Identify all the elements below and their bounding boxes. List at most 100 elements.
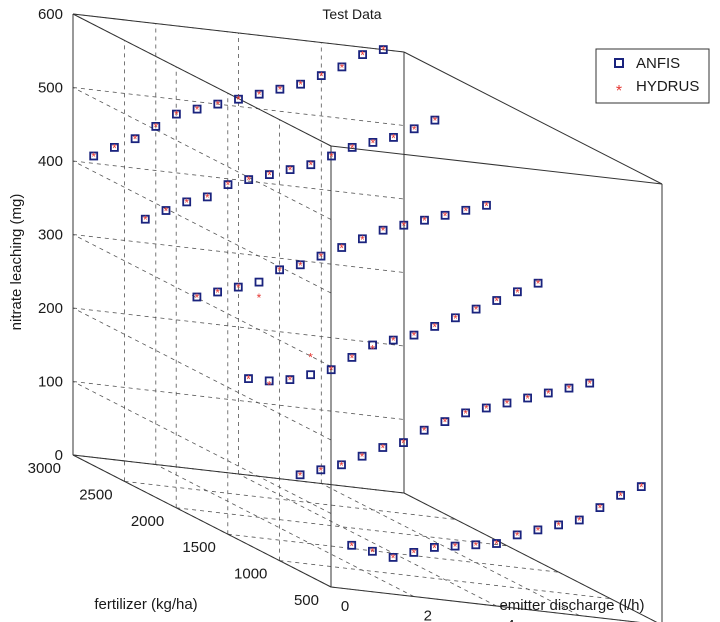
hydrus-point: * [319,70,324,84]
anfis-point [234,94,243,104]
hydrus-point: * [236,93,241,107]
anfis-point [357,451,367,461]
box-edge [72,454,332,588]
anfis-point [306,160,316,170]
hydrus-point: * [494,295,499,309]
anfis-point [192,104,202,114]
anfis-point [429,543,439,552]
hydrus-point: * [453,540,458,554]
x-tick-label: 0 [341,598,349,615]
hydrus-point: * [195,291,200,305]
hydrus-point: * [308,350,313,364]
anfis-point [399,438,408,448]
hydrus-point: * [536,524,541,538]
anfis-point [389,132,398,142]
hydrus-point: * [639,481,644,495]
hydrus-point: * [360,450,365,464]
hydrus-point: * [246,373,251,387]
y-tick-label: 3000 [28,460,61,477]
hydrus-point: * [370,545,375,559]
box-edge [403,51,663,185]
legend-hydrus-marker: * [616,83,622,100]
legend[interactable]: ANFIS * HYDRUS [595,48,710,104]
anfis-point [523,393,532,403]
hydrus-point: * [381,44,386,58]
hydrus-point: * [525,392,530,406]
hydrus-point: * [350,351,355,365]
gridline-z-sidewall [72,381,332,514]
hydrus-point: * [587,377,592,391]
anfis-point [492,539,501,548]
z-tick-label: 0 [55,447,63,464]
hydrus-point: * [463,204,468,218]
anfis-point [471,540,481,550]
hydrus-point: * [474,303,479,317]
anfis-point [337,243,347,252]
gridline-y-floor [124,481,456,520]
hydrus-point: * [153,120,158,134]
hydrus-point: * [412,123,417,137]
box-edge [72,13,332,147]
anfis-point [512,530,522,540]
hydrus-point: * [267,379,272,393]
hydrus-point: * [484,402,489,416]
hydrus-point: * [391,551,396,565]
anfis-point [285,165,295,175]
hydrus-point: * [401,437,406,451]
anfis-point [192,292,202,302]
anfis-point [275,265,285,275]
box-edge [330,586,641,622]
anfis-point [564,383,574,393]
anfis-point [378,443,388,452]
anfis-point [461,408,471,418]
z-tick-label: 400 [38,153,63,170]
y-tick-label: 2000 [131,513,164,530]
hydrus-point: * [380,442,385,456]
hydrus-point: * [515,286,520,300]
hydrus-point: * [349,539,354,553]
anfis-point [316,465,326,475]
anfis-point [471,304,481,314]
hydrus-point: * [546,387,551,401]
anfis-point [161,206,171,215]
anfis-point [306,370,316,380]
hydrus-point: * [215,98,220,112]
hydrus-point: * [236,281,241,295]
hydrus-point: * [350,141,355,155]
anfis-point [223,180,233,190]
box-edge [403,492,658,622]
hydrus-point: * [577,514,582,528]
hydrus-point: * [371,136,376,150]
hydrus-point: * [453,312,458,326]
z-tick-label: 100 [38,374,63,391]
z-tick-label: 500 [38,80,63,97]
anfis-point [367,546,377,556]
hydrus-point: * [133,133,138,147]
x-axis-label: emitter discharge (l/h) [499,597,644,614]
gridline-z-sidewall [72,87,332,220]
hydrus-point: * [618,489,623,503]
hydrus-point: * [391,131,396,145]
y-tick-label: 500 [294,592,319,609]
hydrus-point: * [391,334,396,348]
anfis-point [296,79,306,89]
anfis-point [616,490,625,500]
anfis-point [110,142,119,152]
anfis-point [254,277,264,287]
anfis-point [554,520,563,530]
x-tick-label: 2 [424,608,432,622]
anfis-point [388,553,398,562]
anfis-point [420,215,429,225]
anfis-point [89,151,99,161]
hydrus-point: * [215,286,220,300]
hydrus-point: * [412,329,417,343]
z-tick-label: 200 [38,300,63,317]
gridline-x-floor [238,473,497,607]
hydrus-point: * [318,464,323,478]
hydrus-point: * [370,343,375,357]
y-tick-label: 1000 [234,566,267,583]
box-edge [72,454,405,494]
anfis-point [595,503,605,513]
hydrus-point: * [422,214,427,228]
anfis-point [450,541,460,551]
